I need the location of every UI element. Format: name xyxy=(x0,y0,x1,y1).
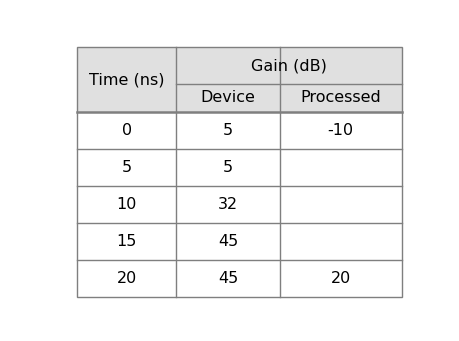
Text: Processed: Processed xyxy=(300,90,380,105)
Bar xyxy=(176,47,401,84)
Text: 5: 5 xyxy=(223,123,233,138)
Text: 32: 32 xyxy=(218,197,237,212)
Text: 10: 10 xyxy=(116,197,136,212)
Text: Time (ns): Time (ns) xyxy=(89,72,164,87)
Text: 15: 15 xyxy=(116,234,136,249)
Text: 5: 5 xyxy=(223,160,233,175)
Text: 0: 0 xyxy=(121,123,131,138)
Text: 45: 45 xyxy=(218,234,238,249)
Text: 20: 20 xyxy=(330,271,350,286)
Text: 5: 5 xyxy=(121,160,131,175)
Text: 45: 45 xyxy=(218,271,238,286)
Text: Gain (dB): Gain (dB) xyxy=(250,58,326,73)
Text: -10: -10 xyxy=(327,123,353,138)
Text: Device: Device xyxy=(200,90,255,105)
Bar xyxy=(77,84,401,112)
Text: 20: 20 xyxy=(116,271,136,286)
Bar xyxy=(77,47,176,84)
